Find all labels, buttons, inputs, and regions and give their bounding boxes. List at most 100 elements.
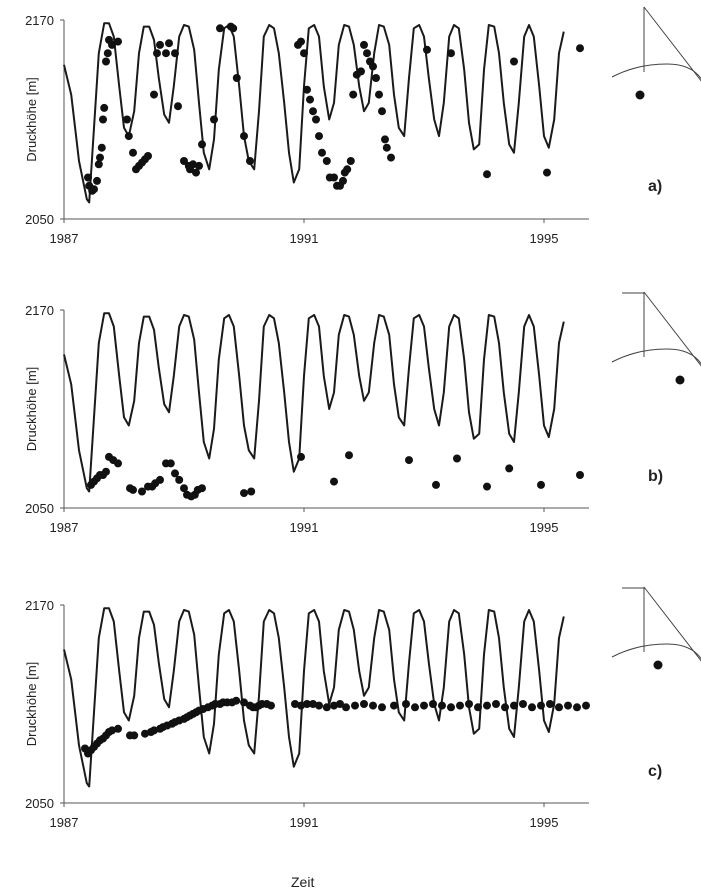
data-point <box>378 703 386 712</box>
foundation-line <box>611 643 701 660</box>
data-point <box>573 703 581 712</box>
y-tick-label: 2170 <box>25 13 54 28</box>
data-point <box>267 701 275 710</box>
data-point <box>180 484 188 493</box>
data-point <box>369 62 377 71</box>
y-axis-title: Druckhöhe [m] <box>24 367 39 452</box>
y-tick-label: 2170 <box>25 303 54 318</box>
data-point <box>360 700 368 708</box>
data-point <box>346 157 355 165</box>
foundation-line <box>611 63 701 80</box>
x-tick-label: 1991 <box>290 520 319 535</box>
data-point <box>474 703 482 712</box>
data-point <box>537 480 545 489</box>
data-point <box>483 482 491 491</box>
x-tick-label: 1987 <box>50 815 79 830</box>
data-point <box>171 469 179 478</box>
data-point <box>456 701 464 710</box>
x-tick-label: 1995 <box>530 231 559 246</box>
x-tick-label: 1987 <box>50 231 79 246</box>
data-point <box>387 153 395 162</box>
data-point <box>537 701 545 710</box>
data-point <box>123 115 131 124</box>
data-point <box>156 40 164 49</box>
data-point <box>447 703 455 712</box>
dam-cross-section-icon <box>611 6 701 100</box>
data-point <box>144 152 152 160</box>
data-point <box>343 165 352 174</box>
data-point <box>405 456 413 465</box>
chart-panel-c: 2170 2050 1987 1991 1995 Druckhöhe [m] c) <box>24 586 701 830</box>
data-point <box>240 698 248 707</box>
data-point <box>501 703 509 712</box>
data-point <box>141 729 149 738</box>
y-tick-label: 2050 <box>25 796 54 811</box>
data-point <box>339 176 347 185</box>
data-point <box>351 701 359 710</box>
data-point <box>322 157 331 165</box>
measurement-point-marker <box>653 660 663 670</box>
x-tick-label: 1991 <box>290 231 319 246</box>
panel-label: c) <box>648 763 662 780</box>
data-point <box>546 700 554 708</box>
data-point <box>124 132 133 141</box>
data-point <box>528 703 536 712</box>
data-point <box>519 700 527 708</box>
data-point <box>130 731 139 740</box>
chart-panel-a: 2170 2050 1987 1991 1995 Druckhöhe [m] a) <box>24 6 701 246</box>
data-point <box>210 115 218 124</box>
data-point <box>312 115 320 124</box>
data-point <box>129 148 137 157</box>
data-point <box>240 132 248 141</box>
data-point <box>162 49 170 58</box>
data-point <box>576 471 584 479</box>
data-point <box>432 480 440 489</box>
data-point <box>576 44 584 53</box>
data-point <box>297 37 305 46</box>
data-point <box>129 485 137 494</box>
data-point <box>195 161 203 170</box>
data-point <box>90 185 98 194</box>
data-point <box>156 475 164 484</box>
y-tick-label: 2170 <box>25 598 54 613</box>
data-point <box>114 459 122 468</box>
data-point <box>100 103 109 112</box>
x-axis-title: Zeit <box>291 874 315 890</box>
data-point <box>510 57 518 66</box>
data-point <box>330 477 338 486</box>
data-point <box>166 459 175 468</box>
data-point <box>114 37 122 46</box>
data-point <box>309 107 317 116</box>
x-tick-label: 1991 <box>290 815 319 830</box>
measurement-point-marker <box>635 90 645 100</box>
data-point <box>102 467 110 476</box>
data-point <box>165 39 173 48</box>
panel-label: a) <box>648 178 662 195</box>
data-point <box>315 132 323 141</box>
y-tick-label: 2050 <box>25 501 54 516</box>
data-point <box>97 143 106 152</box>
data-point <box>357 67 365 76</box>
data-point <box>420 701 428 710</box>
data-point <box>247 487 256 496</box>
data-point <box>297 701 305 710</box>
data-point <box>330 701 338 710</box>
data-point <box>378 107 386 116</box>
data-point <box>216 24 224 33</box>
data-point <box>447 49 455 58</box>
dam-cross-section-icon <box>611 291 701 385</box>
data-point <box>229 24 238 33</box>
data-point <box>555 703 563 712</box>
data-point <box>453 454 461 463</box>
data-point <box>492 700 500 708</box>
data-point <box>483 170 491 179</box>
data-point <box>108 40 116 49</box>
foundation-line <box>611 348 701 365</box>
data-point <box>582 701 590 710</box>
data-point <box>232 74 241 82</box>
data-point <box>330 173 338 182</box>
data-point <box>175 475 184 484</box>
y-tick-label: 2050 <box>25 212 54 227</box>
data-point <box>102 57 110 66</box>
